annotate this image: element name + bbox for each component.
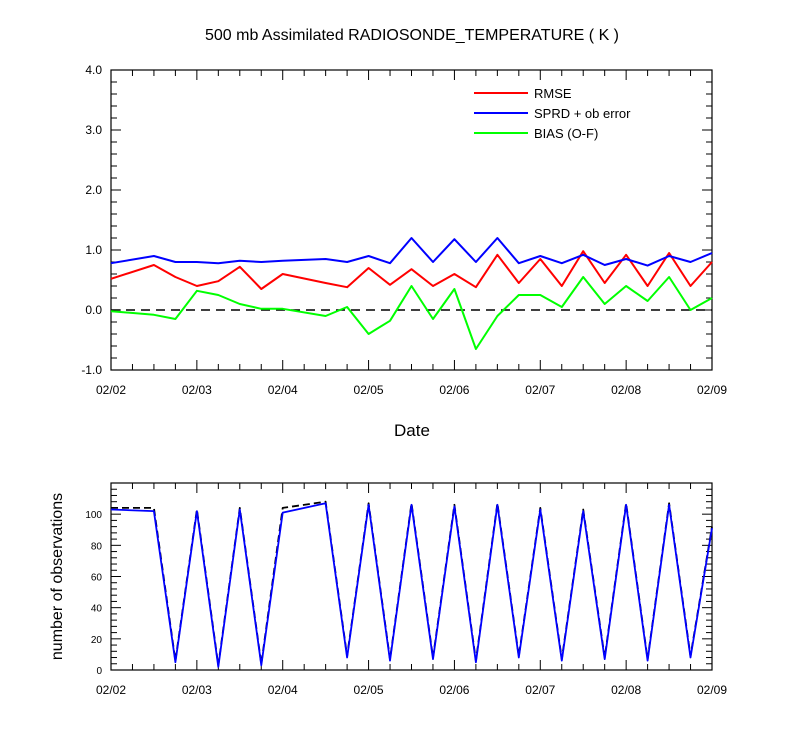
- axis-ticks: 02/02 02/03 02/04 02/05 02/06 02/07 02/08 02/09…: [85, 482, 727, 697]
- series-lines: [110, 237, 713, 350]
- series-line: [110, 502, 713, 668]
- x-tick-label: 02/05: [354, 383, 384, 397]
- series-lines: [110, 500, 713, 668]
- axis-ticks: 02/02 02/03 02/04 02/05 02/06 02/07 02/08 02/09…: [81, 63, 727, 397]
- x-tick-label: 02/07: [525, 683, 555, 697]
- x-tick-label: 02/02: [96, 683, 126, 697]
- y-axis-label: number of observations: [49, 493, 66, 660]
- series-line: [110, 250, 713, 290]
- legend-label: BIAS (O-F): [534, 126, 598, 141]
- x-tick-label: 02/03: [182, 683, 212, 697]
- error-stats-panel: 500 mb Assimilated RADIOSONDE_TEMPERATUR…: [81, 27, 727, 440]
- observation-count-panel: 02/02 02/03 02/04 02/05 02/06 02/07 02/08 02/09…: [49, 482, 727, 697]
- x-tick-label: 02/09: [697, 383, 727, 397]
- y-tick-label: 2.0: [85, 183, 102, 197]
- x-tick-label: 02/06: [439, 383, 469, 397]
- y-tick-label: 60: [91, 573, 103, 584]
- x-tick-label: 02/08: [611, 383, 641, 397]
- x-tick-label: 02/02: [96, 383, 126, 397]
- y-tick-label: 100: [85, 510, 102, 521]
- y-tick-label: 1.0: [85, 243, 102, 257]
- y-tick-label: 3.0: [85, 123, 102, 137]
- x-tick-label: 02/04: [268, 683, 298, 697]
- y-tick-label: 80: [91, 541, 103, 552]
- series-line: [111, 500, 713, 667]
- legend-label: RMSE: [534, 86, 572, 101]
- y-tick-label: 40: [91, 604, 103, 615]
- series-line: [110, 276, 713, 350]
- x-axis-label: Date: [394, 421, 430, 440]
- x-tick-label: 02/08: [611, 683, 641, 697]
- legend: RMSE SPRD + ob error BIAS (O-F): [474, 86, 631, 141]
- y-tick-label: 0: [96, 666, 102, 677]
- x-tick-label: 02/07: [525, 383, 555, 397]
- x-tick-label: 02/03: [182, 383, 212, 397]
- series-line: [110, 237, 713, 267]
- x-tick-label: 02/04: [268, 383, 298, 397]
- y-tick-label: 4.0: [85, 63, 102, 77]
- chart-title: 500 mb Assimilated RADIOSONDE_TEMPERATUR…: [205, 27, 619, 44]
- y-tick-label: -1.0: [81, 363, 102, 377]
- y-tick-label: 0.0: [85, 303, 102, 317]
- x-tick-label: 02/05: [354, 683, 384, 697]
- legend-label: SPRD + ob error: [534, 106, 631, 121]
- y-tick-label: 20: [91, 635, 103, 646]
- x-tick-label: 02/09: [697, 683, 727, 697]
- x-tick-label: 02/06: [439, 683, 469, 697]
